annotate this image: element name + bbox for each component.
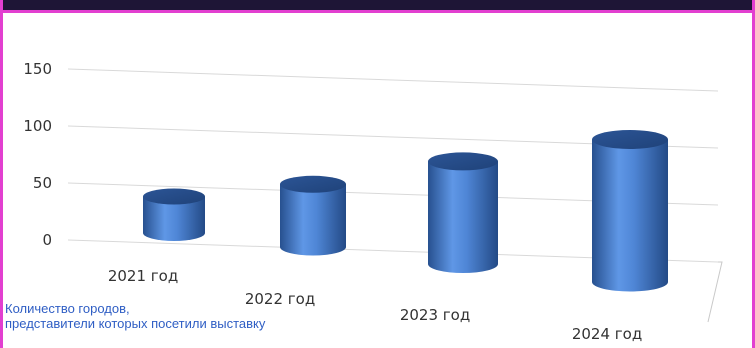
bar-cap-1 xyxy=(143,188,205,205)
chart-caption: Количество городов, представители которы… xyxy=(5,301,265,331)
y-tick-label-100: 100 xyxy=(23,117,52,135)
category-labels: 2021 год 2022 год 2023 год 2024 год xyxy=(108,267,642,343)
bar-cap-4 xyxy=(592,130,668,149)
bar-cap-3 xyxy=(428,152,498,171)
floor-right-edge xyxy=(707,261,723,323)
bar-body-2 xyxy=(280,184,346,256)
category-label-2: 2022 год xyxy=(245,290,315,308)
y-tick-label-0: 0 xyxy=(42,231,52,249)
top-decorative-band xyxy=(0,0,755,10)
bar-cap-2 xyxy=(280,175,346,193)
caption-line-2: представители которых посетили выставку xyxy=(5,316,266,331)
bar-body-3 xyxy=(428,161,498,273)
bar-1 xyxy=(143,188,205,241)
gridline-150 xyxy=(67,68,719,92)
y-tick-label-150: 150 xyxy=(23,60,52,78)
category-label-1: 2021 год xyxy=(108,267,178,285)
bar-2 xyxy=(280,175,346,256)
bar-3 xyxy=(428,152,498,273)
caption-line-1: Количество городов, xyxy=(5,301,130,316)
bar-body-4 xyxy=(592,139,668,292)
right-accent-edge xyxy=(752,0,755,348)
category-label-4: 2024 год xyxy=(572,325,642,343)
bar-4 xyxy=(592,130,668,292)
category-label-3: 2023 год xyxy=(400,306,470,324)
bar-body-1 xyxy=(143,196,205,241)
bars xyxy=(143,130,668,292)
y-tick-labels: 0 50 100 150 xyxy=(23,60,52,249)
top-accent-line xyxy=(0,10,755,13)
left-accent-edge xyxy=(0,0,3,348)
y-tick-label-50: 50 xyxy=(33,174,52,192)
